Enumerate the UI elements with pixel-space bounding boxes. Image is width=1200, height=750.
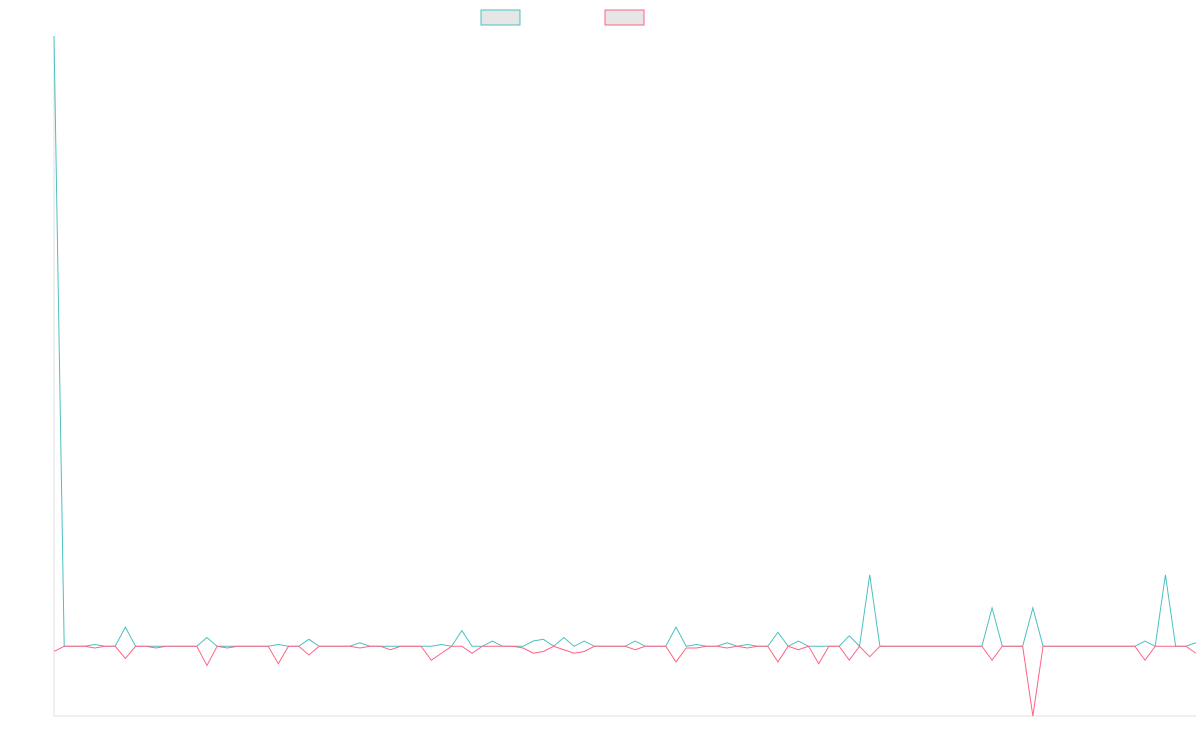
legend-item-series-2[interactable] xyxy=(604,9,645,26)
series-line-2 xyxy=(53,645,1197,717)
legend-item-series-1[interactable] xyxy=(480,9,521,26)
plot-area xyxy=(53,35,1197,717)
legend-swatch-series-1[interactable] xyxy=(480,9,521,26)
series-line-1 xyxy=(53,35,1197,648)
legend xyxy=(480,9,645,26)
legend-swatch-series-2[interactable] xyxy=(604,9,645,26)
